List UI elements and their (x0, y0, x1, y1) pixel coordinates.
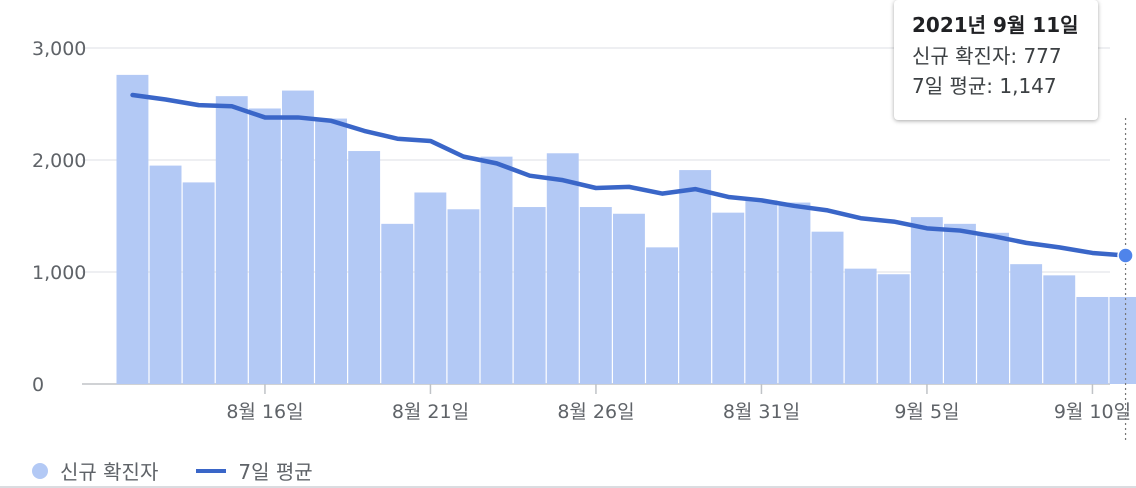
legend: 신규 확진자 7일 평균 (32, 456, 351, 485)
bottom-divider (0, 486, 1136, 488)
bar-swatch-icon (32, 462, 48, 479)
bar (877, 274, 910, 384)
average-line (130, 92, 1128, 258)
legend-item-average[interactable]: 7일 평균 (196, 456, 313, 485)
bar (248, 108, 281, 384)
bar (546, 153, 579, 384)
bar (215, 96, 248, 384)
bar (282, 90, 314, 384)
x-tick-label: 9월 5일 (894, 401, 959, 423)
bar (1109, 296, 1136, 384)
bar (116, 74, 149, 384)
bar (381, 223, 414, 384)
bar (348, 151, 381, 384)
y-tick-label: 3,000 (32, 38, 86, 60)
y-tick-label: 1,000 (32, 262, 86, 284)
bar (315, 118, 347, 384)
bar (579, 207, 612, 384)
bar (977, 232, 1009, 384)
y-tick-label: 2,000 (32, 150, 86, 172)
tooltip-average: 7일 평균: 1,147 (912, 74, 1057, 98)
bar (646, 247, 678, 384)
bar (745, 200, 778, 384)
x-tick-label: 8월 26일 (557, 401, 634, 423)
bar (712, 212, 745, 384)
bar (910, 217, 943, 384)
bar (447, 209, 480, 384)
y-tick-label: 0 (32, 374, 44, 396)
legend-label-average: 7일 평균 (238, 460, 313, 484)
bar (149, 165, 182, 384)
tooltip-new-cases: 신규 확진자: 777 (912, 44, 1062, 68)
bar (182, 182, 215, 384)
x-tick-label: 9월 10일 (1054, 401, 1131, 423)
bar (1076, 296, 1109, 384)
x-tick-label: 8월 21일 (392, 401, 469, 423)
tooltip-date: 2021년 9월 11일 (912, 13, 1079, 37)
bar (679, 170, 712, 384)
bar (1010, 264, 1043, 384)
legend-label-new-cases: 신규 확진자 (60, 460, 159, 484)
x-tick-label: 8월 16일 (226, 401, 303, 423)
hover-tooltip: 2021년 9월 11일 신규 확진자: 777 7일 평균: 1,147 (894, 0, 1098, 120)
bar (1043, 275, 1076, 384)
bar (480, 156, 513, 384)
x-tick-label: 8월 31일 (723, 401, 800, 423)
bar (613, 213, 645, 384)
bar (778, 202, 811, 384)
bar (414, 192, 447, 384)
bar (811, 231, 844, 384)
bar (944, 223, 976, 384)
bar (513, 207, 546, 384)
line-swatch-icon (196, 468, 227, 473)
highlight-point (1117, 247, 1134, 264)
bar (844, 268, 877, 384)
legend-item-new-cases[interactable]: 신규 확진자 (32, 456, 158, 485)
